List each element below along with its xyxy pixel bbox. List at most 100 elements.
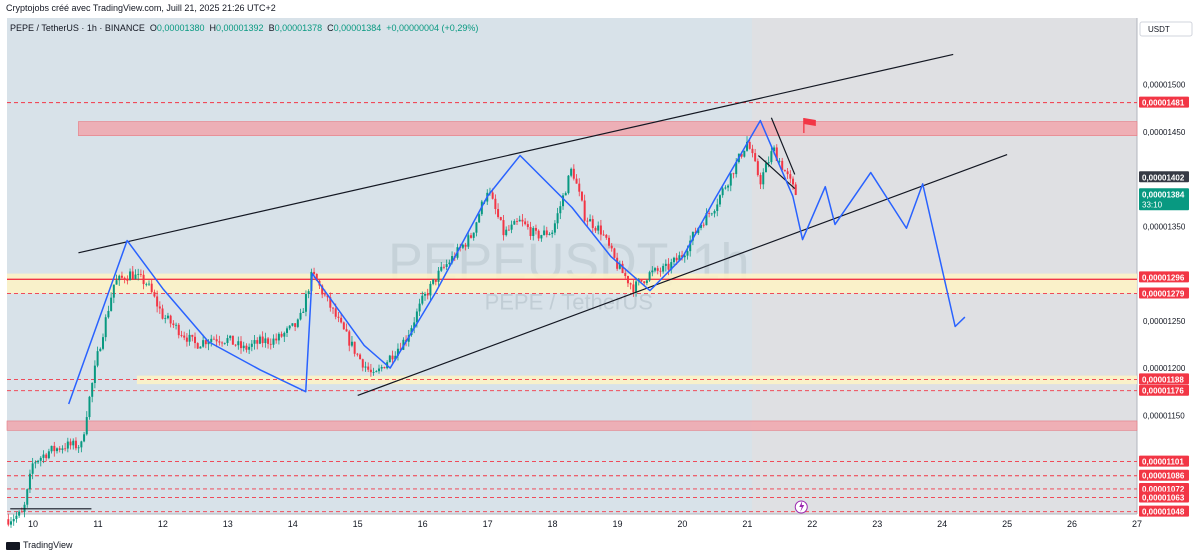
candle-body xyxy=(391,355,394,360)
tradingview-footer[interactable]: TradingView xyxy=(6,540,73,550)
candle-body xyxy=(61,448,64,450)
candle-body xyxy=(242,345,245,349)
candle-body xyxy=(18,511,21,516)
candle-body xyxy=(277,333,280,341)
candle-body xyxy=(792,178,795,185)
price-badge xyxy=(1139,491,1189,503)
candle-body xyxy=(380,367,383,369)
symbol-name[interactable]: PEPE / TetherUS · 1h · BINANCE xyxy=(10,23,145,33)
candle-body xyxy=(348,331,351,346)
candle-body xyxy=(478,214,481,223)
candle-body xyxy=(329,297,332,308)
candle-body xyxy=(123,277,126,280)
currency-button-label: USDT xyxy=(1148,25,1170,34)
candle-body xyxy=(426,293,429,296)
candle-body xyxy=(202,340,205,347)
candle-body xyxy=(778,160,781,162)
price-badge-label: 0,00001296 xyxy=(1142,273,1185,282)
candle-body xyxy=(548,233,551,235)
zone-yellow xyxy=(136,375,1137,385)
candle-body xyxy=(651,270,654,273)
candle-body xyxy=(545,230,548,235)
candle-body xyxy=(80,441,83,448)
candle-body xyxy=(721,188,724,196)
candle-body xyxy=(56,448,59,452)
candle-body xyxy=(304,293,307,312)
candle-body xyxy=(713,210,716,214)
candle-body xyxy=(96,351,99,366)
candle-body xyxy=(556,213,559,224)
candle-body xyxy=(226,338,229,343)
x-tick-label: 25 xyxy=(1002,519,1012,529)
zone-yellow xyxy=(7,273,1137,294)
candle-body xyxy=(705,213,708,226)
candle-body xyxy=(264,338,267,344)
candle-body xyxy=(218,341,221,343)
candle-body xyxy=(724,187,727,189)
candle-body xyxy=(104,317,107,338)
candle-body xyxy=(507,229,510,231)
candle-body xyxy=(74,440,77,449)
candle-body xyxy=(302,311,305,313)
candle-body xyxy=(526,224,529,228)
candle-body xyxy=(729,173,732,186)
candle-body xyxy=(599,225,602,235)
candle-body xyxy=(99,348,102,352)
candle-body xyxy=(415,311,418,323)
candle-body xyxy=(754,153,757,162)
candle-body xyxy=(434,279,437,282)
candle-body xyxy=(743,150,746,157)
currency-button[interactable] xyxy=(1139,21,1193,37)
candle-body xyxy=(789,174,792,179)
price-badge xyxy=(1139,188,1189,211)
candle-body xyxy=(670,262,673,270)
chart-attribution: Cryptojobs créé avec TradingView.com, Ju… xyxy=(6,3,276,13)
candle-body xyxy=(180,335,183,336)
candle-body xyxy=(708,213,711,214)
candle-body xyxy=(210,338,213,342)
candle-body xyxy=(364,366,367,368)
candle-body xyxy=(775,147,778,162)
candle-body xyxy=(499,217,502,221)
candle-body xyxy=(85,417,88,435)
candle-body xyxy=(770,151,773,163)
candle-body xyxy=(467,235,470,247)
candle-body xyxy=(572,168,575,179)
candle-body xyxy=(350,341,353,346)
candle-body xyxy=(678,255,681,261)
candle-body xyxy=(37,460,40,463)
candle-body xyxy=(334,308,337,317)
candle-body xyxy=(626,276,629,284)
candle-body xyxy=(532,227,535,237)
candle-body xyxy=(432,279,435,284)
candle-body xyxy=(283,332,286,337)
candle-body xyxy=(50,445,53,452)
candle-body xyxy=(632,284,635,293)
candle-body xyxy=(177,324,180,336)
candle-body xyxy=(643,281,646,284)
candle-body xyxy=(494,198,497,210)
candle-body xyxy=(464,244,467,247)
candle-body xyxy=(256,340,259,344)
x-tick-label: 27 xyxy=(1132,519,1142,529)
candle-body xyxy=(562,195,565,207)
candle-body xyxy=(272,338,275,345)
candle-body xyxy=(107,310,110,318)
candle-body xyxy=(261,336,264,344)
candle-body xyxy=(64,448,67,450)
candle-body xyxy=(129,271,132,281)
y-tick-label: 0,00001200 xyxy=(1143,364,1186,373)
candle-body xyxy=(553,223,556,233)
candle-body xyxy=(586,220,589,222)
candle-body xyxy=(323,294,326,296)
candle-body xyxy=(781,160,784,171)
price-badge xyxy=(1139,171,1189,183)
candle-body xyxy=(69,441,72,446)
flag-icon xyxy=(803,118,816,127)
candle-body xyxy=(418,303,421,312)
candle-body xyxy=(502,220,505,236)
zone-red xyxy=(6,420,1138,431)
candle-body xyxy=(115,280,118,285)
candle-body xyxy=(583,200,586,221)
